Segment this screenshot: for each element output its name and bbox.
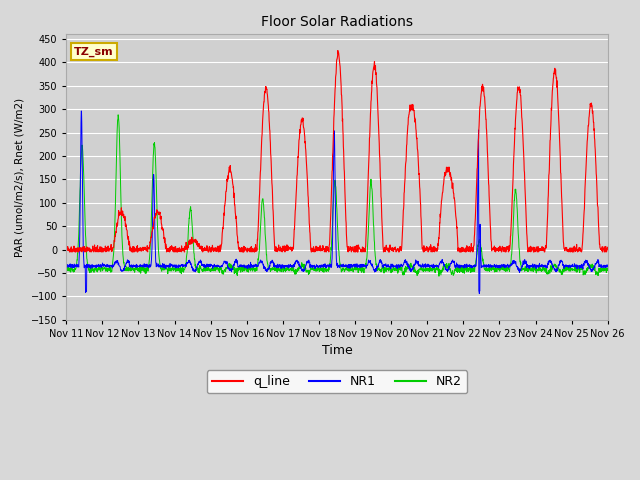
Legend: q_line, NR1, NR2: q_line, NR1, NR2 — [207, 371, 467, 394]
X-axis label: Time: Time — [322, 344, 353, 357]
q_line — [334, 48, 342, 53]
NR1 — [476, 291, 483, 297]
q_line — [365, 161, 372, 167]
q_line — [353, 247, 361, 253]
NR1 — [557, 259, 564, 265]
NR1 — [62, 264, 70, 270]
NR1 — [604, 264, 612, 269]
Line: NR2: NR2 — [66, 115, 608, 276]
q_line — [604, 246, 612, 252]
Line: q_line: q_line — [66, 50, 608, 252]
NR2 — [365, 225, 372, 231]
NR2 — [572, 263, 579, 268]
NR2 — [62, 266, 70, 272]
q_line — [572, 245, 579, 251]
NR1 — [77, 108, 85, 114]
NR1 — [214, 264, 221, 269]
q_line — [557, 156, 564, 162]
Line: NR1: NR1 — [66, 111, 608, 294]
NR2 — [495, 266, 502, 272]
NR2 — [353, 267, 360, 273]
q_line — [495, 249, 502, 254]
NR2 — [557, 269, 564, 275]
NR1 — [353, 262, 360, 268]
q_line — [62, 246, 70, 252]
NR1 — [572, 263, 579, 268]
NR2 — [214, 264, 221, 270]
Title: Floor Solar Radiations: Floor Solar Radiations — [261, 15, 413, 29]
NR2 — [435, 273, 443, 279]
q_line — [214, 244, 221, 250]
Y-axis label: PAR (umol/m2/s), Rnet (W/m2): PAR (umol/m2/s), Rnet (W/m2) — [15, 97, 25, 257]
NR1 — [495, 263, 502, 269]
Text: TZ_sm: TZ_sm — [74, 46, 114, 57]
NR2 — [115, 112, 122, 118]
NR1 — [365, 257, 372, 263]
q_line — [66, 249, 74, 255]
NR2 — [604, 266, 612, 272]
